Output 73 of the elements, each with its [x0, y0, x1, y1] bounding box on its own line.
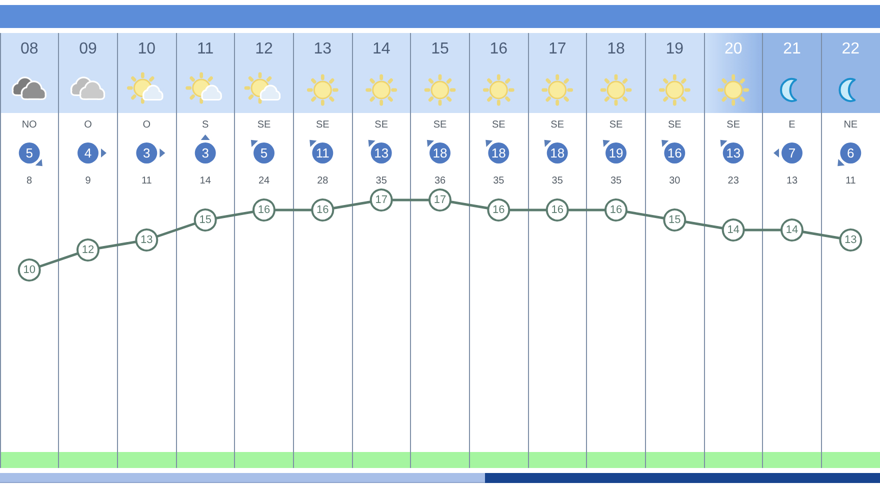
text: 28 — [317, 176, 329, 186]
x-tick-label: 22 — [842, 40, 860, 58]
text: 9 — [85, 176, 92, 186]
text: 4 — [84, 146, 92, 160]
x-tick-label: 16 — [490, 40, 508, 58]
text: 3 — [143, 146, 150, 160]
x-tick-label: 10 — [138, 40, 156, 58]
text: 24 — [258, 176, 270, 186]
x-tick-label: 18 — [607, 40, 625, 58]
text: SE — [726, 120, 740, 130]
data-label: 17 — [434, 194, 446, 206]
text: 5 — [26, 146, 33, 160]
text: 35 — [610, 176, 622, 186]
text: SE — [257, 120, 271, 130]
text: 11 — [316, 146, 330, 160]
data-label: 10 — [23, 264, 36, 276]
text: NE — [844, 120, 858, 130]
text: E — [788, 120, 796, 130]
data-label: 16 — [258, 204, 270, 216]
data-label: 13 — [140, 234, 153, 246]
text: 14 — [200, 176, 212, 186]
data-label: 16 — [551, 204, 564, 216]
text: 30 — [669, 176, 681, 186]
data-label: 16 — [610, 204, 622, 216]
text: SE — [550, 120, 564, 130]
data-label: 17 — [375, 194, 388, 206]
data-label: 12 — [82, 244, 94, 256]
x-tick-label: 21 — [783, 40, 801, 58]
x-tick-label: 14 — [372, 40, 390, 58]
x-tick-label: 08 — [20, 40, 38, 58]
text: 13 — [726, 146, 741, 160]
data-label: 14 — [727, 224, 740, 236]
text: 35 — [552, 176, 564, 186]
data-label: 16 — [492, 204, 505, 216]
text: O — [142, 120, 151, 130]
data-label: 16 — [316, 204, 329, 216]
x-tick-label: 20 — [724, 40, 742, 58]
text: NO — [22, 120, 38, 130]
text: SE — [668, 120, 682, 130]
x-tick-label: 15 — [431, 40, 449, 58]
text: O — [84, 120, 92, 130]
data-label: 14 — [786, 224, 798, 236]
text: 35 — [376, 176, 388, 186]
text: SE — [433, 120, 447, 130]
text: 35 — [493, 176, 505, 186]
text: 23 — [728, 176, 740, 186]
x-tick-label: 09 — [79, 40, 97, 58]
text: 7 — [788, 146, 796, 160]
x-tick-label: 13 — [314, 40, 332, 58]
x-tick-label: 17 — [548, 40, 566, 58]
text: 36 — [434, 176, 446, 186]
text: 18 — [491, 146, 506, 160]
text: 11 — [141, 176, 152, 186]
x-tick-label: 19 — [666, 40, 684, 58]
x-tick-label: 12 — [255, 40, 273, 58]
text: 16 — [667, 146, 682, 160]
text: 18 — [550, 146, 565, 160]
text: 6 — [847, 146, 854, 160]
data-label: 13 — [844, 234, 857, 246]
text: 11 — [845, 176, 856, 186]
text: SE — [316, 120, 330, 130]
x-tick-label: 11 — [197, 40, 214, 58]
text: S — [202, 120, 209, 130]
text: SE — [492, 120, 506, 130]
text: 5 — [260, 146, 268, 160]
data-label: 15 — [668, 214, 681, 226]
data-label: 15 — [199, 214, 212, 226]
text: 13 — [786, 176, 798, 186]
text: SE — [374, 120, 388, 130]
text: 8 — [26, 176, 33, 186]
text: SE — [609, 120, 623, 130]
text: 13 — [374, 146, 389, 160]
text: 3 — [202, 146, 209, 160]
